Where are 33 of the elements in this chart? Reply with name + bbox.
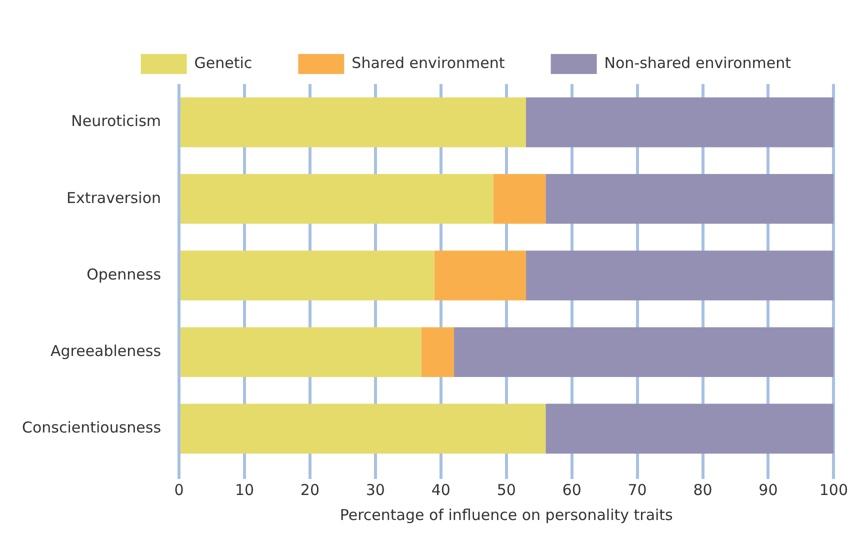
bar [493, 174, 546, 224]
legend-label: Genetic [194, 54, 252, 72]
legend-label: Non-shared environment [604, 54, 792, 72]
bar [526, 250, 834, 300]
bar [434, 250, 526, 300]
y-tick-label: Conscientiousness [22, 418, 162, 437]
x-tick-label: 50 [496, 480, 516, 499]
x-tick-label: 70 [628, 480, 647, 499]
bar [454, 327, 834, 377]
x-tick-label: 10 [234, 480, 254, 499]
bar [421, 327, 454, 377]
legend-label: Shared environment [352, 54, 505, 72]
x-tick-label: 20 [300, 480, 320, 499]
y-tick-label: Neuroticism [71, 112, 162, 130]
x-tick-label: 90 [758, 480, 778, 499]
bar [180, 327, 422, 377]
x-tick-label: 80 [693, 480, 712, 499]
bar [526, 97, 834, 148]
bar [180, 250, 434, 300]
bar [180, 97, 526, 148]
x-tick-label: 30 [366, 480, 385, 499]
x-tick-label: 40 [431, 480, 450, 499]
y-tick-label: Openness [86, 265, 162, 284]
bar [546, 404, 834, 454]
x-tick-label: 0 [174, 480, 184, 499]
x-tick-label: 100 [819, 480, 848, 499]
x-tick-label: 60 [562, 480, 582, 499]
bar [180, 404, 546, 454]
bar [546, 174, 834, 224]
x-axis-title: Percentage of influence on personality traits [340, 506, 674, 524]
y-tick-label: Extraversion [66, 188, 162, 207]
bar [180, 174, 494, 224]
y-tick-label: Agreeableness [50, 342, 162, 360]
